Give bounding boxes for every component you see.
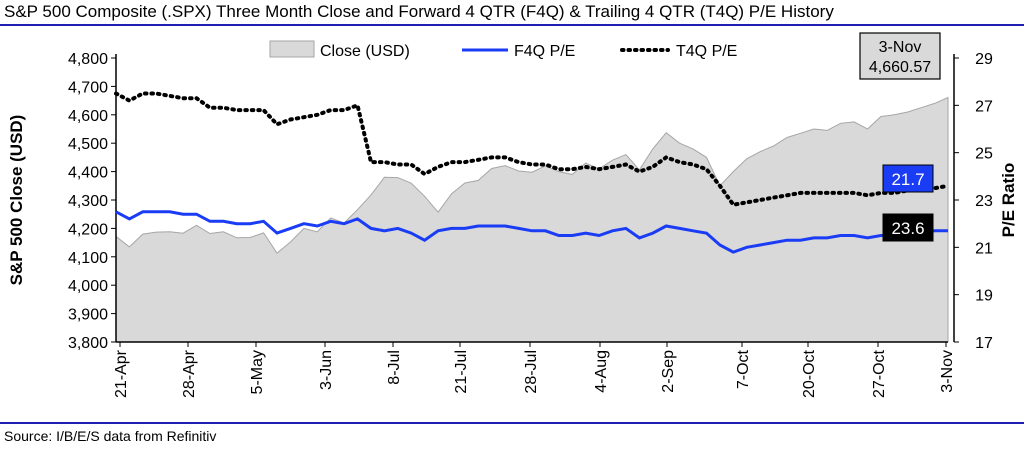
- callout-date: 3-Nov: [879, 39, 922, 56]
- x-tick-label: 28-Apr: [181, 349, 198, 398]
- legend-close-label: Close (USD): [320, 43, 410, 60]
- f4q-value-label: 21.7: [891, 170, 924, 189]
- top-rule: [0, 24, 1024, 26]
- x-tick-label: 2-Sep: [660, 350, 677, 393]
- t4q-pe-line: [114, 91, 950, 207]
- f4q-pe-line: [115, 210, 948, 254]
- bottom-rule: [0, 422, 1024, 424]
- y-tick-label: 4,300: [68, 193, 108, 210]
- y2-axis-title: P/E Ratio: [999, 163, 1018, 238]
- chart-title: S&P 500 Composite (.SPX) Three Month Clo…: [4, 2, 834, 21]
- legend: Close (USD) F4Q P/E T4Q P/E: [269, 40, 737, 60]
- y-tick-label: 4,200: [68, 221, 108, 238]
- value-labels: 3-Nov 4,660.57 21.7 23.6: [859, 32, 941, 242]
- y2-tick-label: 29: [975, 51, 993, 68]
- y2-tick-label: 17: [975, 335, 993, 352]
- y-tick-label: 4,800: [68, 51, 108, 68]
- f4q-value-label-box: [882, 164, 934, 193]
- t4q-value-label: 23.6: [891, 219, 924, 238]
- callout-value: 4,660.57: [869, 59, 931, 76]
- close-area: [115, 96, 949, 343]
- x-tick-label: 20-Oct: [801, 349, 818, 398]
- y-tick-label: 4,400: [68, 165, 108, 182]
- legend-close-swatch: [269, 40, 315, 58]
- x-tick-label: 4-Aug: [593, 350, 610, 393]
- x-tick-label: 3-Nov: [939, 350, 956, 393]
- x-tick-label: 8-Jul: [386, 350, 403, 385]
- t4q-value-label-box: [882, 213, 934, 242]
- y2-tick-label: 19: [975, 288, 993, 305]
- y-tick-label: 4,600: [68, 108, 108, 125]
- legend-f4q-label: F4Q P/E: [514, 43, 575, 60]
- pe-lines-layer: [114, 91, 950, 254]
- y2-tick-label: 23: [975, 193, 993, 210]
- callout-box: [859, 32, 941, 80]
- y-axis-title: S&P 500 Close (USD): [7, 115, 26, 286]
- x-tick-label: 27-Oct: [871, 349, 888, 398]
- legend-t4q-label: T4Q P/E: [676, 43, 737, 60]
- y-tick-label: 4,100: [68, 250, 108, 267]
- axes-layer: 3,800 3,900 4,000 4,100 4,200 4,300 4,400 4,500…: [7, 51, 1018, 398]
- y-tick-label: 4,700: [68, 79, 108, 96]
- x-tick-label: 28-Jul: [523, 350, 540, 394]
- close-area-layer: [115, 96, 949, 343]
- source-note: Source: I/B/E/S data from Refinitiv: [4, 428, 217, 444]
- y2-tick-label: 25: [975, 146, 993, 163]
- y2-tick-label: 21: [975, 240, 993, 257]
- y-tick-label: 3,900: [68, 307, 108, 324]
- y-tick-label: 3,800: [68, 335, 108, 352]
- x-tick-label: 21-Jul: [453, 350, 470, 394]
- x-tick-label: 5-May: [249, 350, 266, 394]
- x-tick-label: 3-Jun: [318, 350, 335, 390]
- y2-tick-label: 27: [975, 98, 993, 115]
- y-tick-label: 4,000: [68, 278, 108, 295]
- x-tick-label: 21-Apr: [113, 349, 130, 398]
- y-tick-label: 4,500: [68, 136, 108, 153]
- x-tick-label: 7-Oct: [735, 349, 752, 389]
